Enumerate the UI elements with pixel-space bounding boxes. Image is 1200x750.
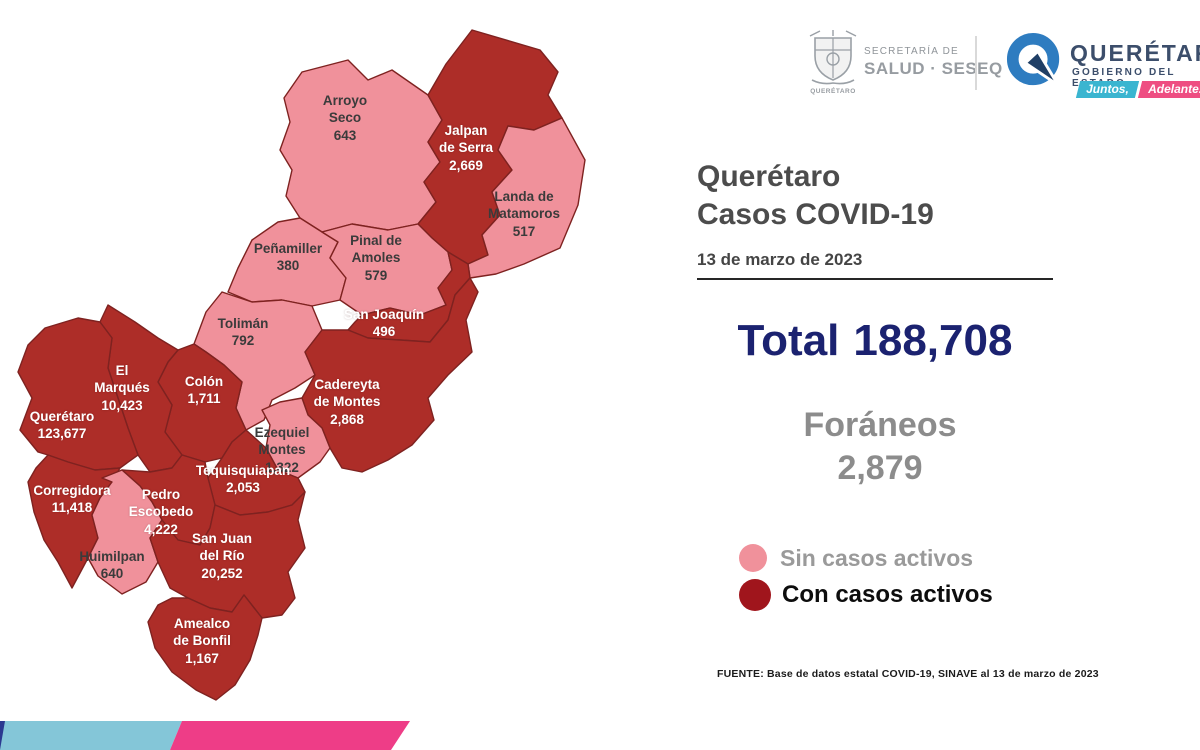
legend-label-con-casos: Con casos activos <box>782 581 993 608</box>
ribbon-juntos: Juntos, <box>1075 81 1139 98</box>
municipality-landa-de-matamoros <box>467 117 586 279</box>
date-underline <box>697 278 1053 280</box>
foraneos-cases: Foráneos 2,879 <box>690 404 1070 489</box>
source-note: FUENTE: Base de datos estatal COVID-19, … <box>717 668 1099 680</box>
municipality-arroyo-seco <box>279 59 443 233</box>
legend-dot-dark-red-icon <box>739 579 771 611</box>
page-title: Querétaro Casos COVID-19 <box>697 158 934 234</box>
queretaro-q-logo-icon <box>1006 32 1060 87</box>
ribbon-adelante: Adelante. <box>1137 81 1200 98</box>
title-line2: Casos COVID-19 <box>697 198 934 232</box>
municipality-huimilpan <box>87 469 163 595</box>
municipality-amealco-de-bonfil <box>147 594 263 701</box>
legend: Sin casos activos Con casos activos <box>738 543 993 617</box>
secretaria-line2: SALUD · SESEQ <box>864 59 1003 78</box>
queretaro-wordmark: QUERÉTARO <box>1070 40 1200 66</box>
logo-divider <box>975 36 977 90</box>
total-label: Total <box>737 316 840 365</box>
secretaria-line1: SECRETARÍA DE <box>864 46 959 57</box>
queretaro-choropleth-map <box>17 29 586 701</box>
report-date: 13 de marzo de 2023 <box>697 250 863 269</box>
foraneos-label: Foráneos <box>803 406 957 444</box>
legend-item-sin-casos: Sin casos activos <box>738 543 993 573</box>
secretaria-salud-logo: SECRETARÍA DE SALUD · SESEQ <box>864 46 1003 79</box>
title-line1: Querétaro <box>697 160 841 193</box>
slogan-ribbons: Juntos, Adelante. <box>1075 81 1200 98</box>
legend-label-sin-casos: Sin casos activos <box>780 544 974 571</box>
crest-caption: QUERÉTARO <box>810 88 856 95</box>
total-value: 188,708 <box>853 316 1013 365</box>
legend-item-con-casos: Con casos activos <box>738 578 993 612</box>
legend-dot-pink-icon <box>739 544 767 572</box>
salud-coat-of-arms-icon <box>809 30 857 85</box>
footer-bar-pink-segment <box>170 721 410 750</box>
total-cases: Total 188,708 <box>690 316 1060 366</box>
municipality-pinal-de-amoles <box>321 223 453 316</box>
footer-accent-bar <box>0 721 410 750</box>
footer-bar-cyan-segment <box>0 721 182 750</box>
foraneos-value: 2,879 <box>837 448 923 487</box>
